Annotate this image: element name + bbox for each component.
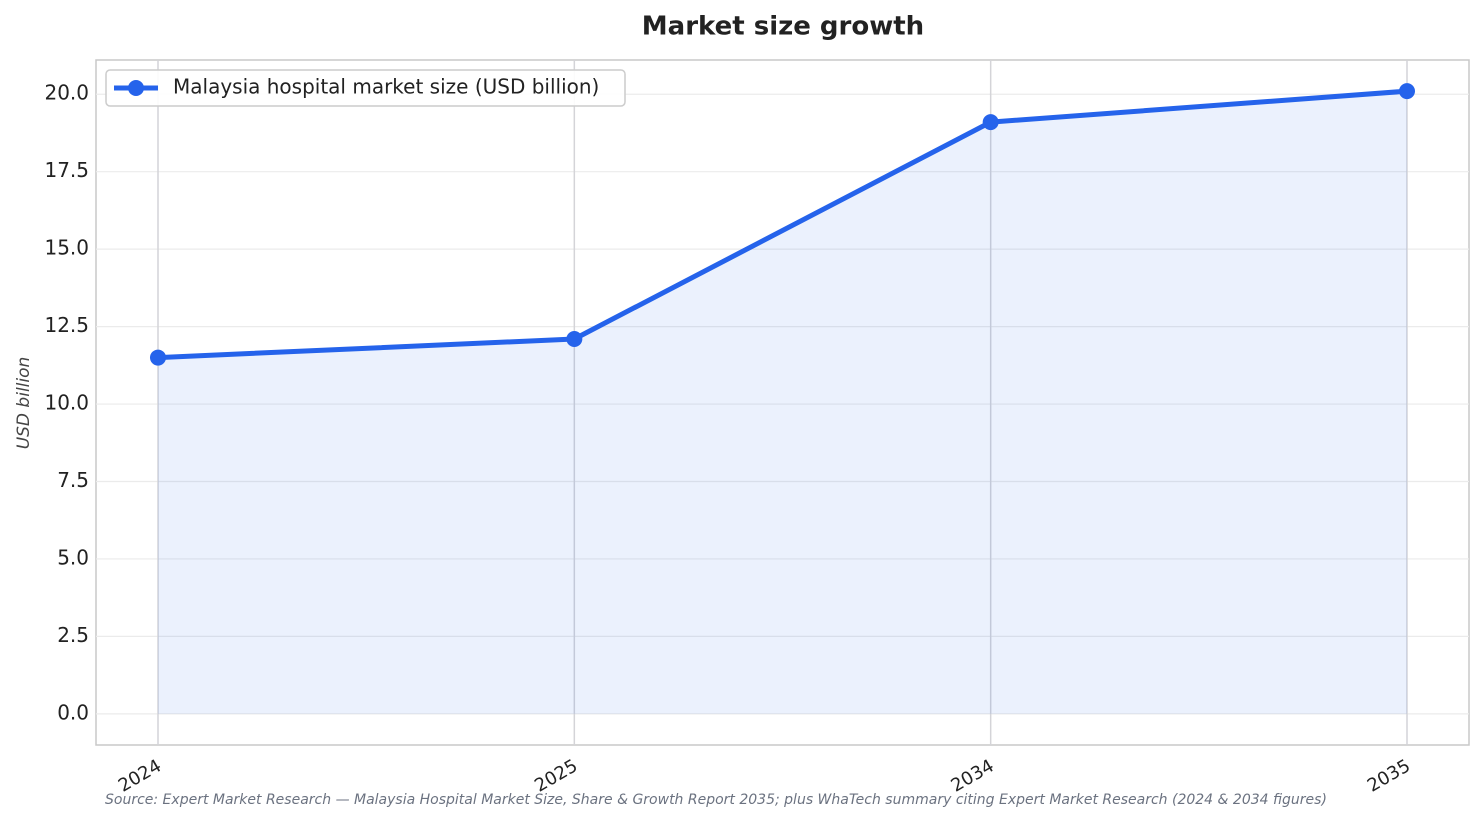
marker (566, 330, 583, 347)
x-tick-label: 2025 (531, 755, 581, 796)
marker (150, 349, 166, 366)
legend-label: Malaysia hospital market size (USD billi… (173, 75, 599, 99)
x-tick-label: 2024 (115, 755, 165, 796)
y-tick-label: 17.5 (44, 158, 89, 182)
y-tick-label: 7.5 (57, 468, 89, 492)
legend-marker (128, 80, 144, 96)
chart-title: Market size growth (642, 12, 924, 42)
x-tick-label: 2034 (947, 755, 997, 796)
y-tick-label: 5.0 (57, 545, 89, 569)
area (158, 91, 1407, 714)
marker (1399, 83, 1415, 100)
marker (982, 114, 999, 131)
line (157, 88, 1408, 361)
legend: Malaysia hospital market size (USD billi… (105, 69, 626, 107)
y-tick-label: 15.0 (44, 236, 89, 260)
y-axis-label: USD billion (14, 357, 34, 450)
y-tick-label: 10.0 (44, 391, 89, 415)
y-tick-label: 12.5 (44, 313, 89, 337)
source-note: Source: Expert Market Research — Malaysi… (105, 792, 1327, 808)
x-tick-label: 2035 (1364, 755, 1414, 796)
y-tick-label: 20.0 (44, 81, 89, 105)
y-tick-label: 0.0 (57, 700, 89, 724)
plot-area (95, 59, 1470, 746)
legend-box (105, 69, 626, 107)
y-tick-label: 2.5 (57, 623, 89, 647)
